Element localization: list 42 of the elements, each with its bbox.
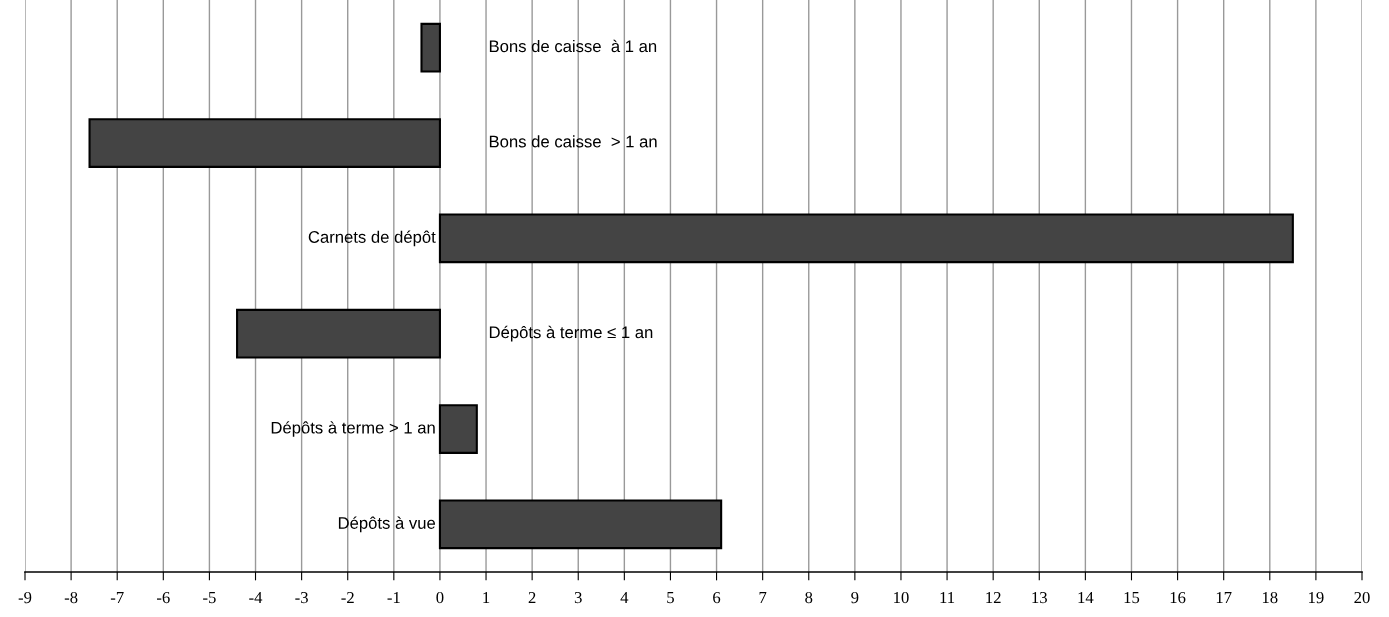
x-tick-label: 10 bbox=[894, 591, 909, 604]
y-tick-label: Bons de caisse > 1 an bbox=[489, 135, 657, 148]
x-tick-label: 0 bbox=[436, 591, 444, 604]
bar bbox=[438, 499, 723, 550]
x-tick-label: -3 bbox=[295, 591, 308, 604]
x-tick-label: 11 bbox=[940, 592, 955, 604]
bar bbox=[438, 404, 478, 454]
x-tick-label: 5 bbox=[667, 592, 674, 604]
y-tick-label: Dépôts à vue bbox=[338, 516, 436, 533]
x-tick-label: 16 bbox=[1170, 591, 1186, 604]
x-tick-label: 3 bbox=[574, 591, 582, 604]
bar bbox=[420, 22, 441, 73]
x-tick-label: 13 bbox=[1032, 591, 1047, 604]
x-tick-label: 18 bbox=[1262, 591, 1278, 604]
bar bbox=[438, 213, 1294, 264]
x-tick-label: 2 bbox=[528, 591, 536, 604]
x-tick-label: 15 bbox=[1124, 592, 1140, 604]
x-tick-label: 14 bbox=[1078, 592, 1094, 604]
x-tick-label: 7 bbox=[759, 592, 767, 604]
x-tick-label: 9 bbox=[851, 591, 859, 604]
x-tick-label: 6 bbox=[713, 591, 721, 604]
x-tick-label: -6 bbox=[156, 591, 170, 604]
x-tick-label: -5 bbox=[203, 592, 216, 604]
x-tick-label: -1 bbox=[387, 592, 400, 604]
y-tick-label: Dépôts à terme > 1 an bbox=[271, 421, 435, 437]
x-tick-label: 4 bbox=[620, 592, 629, 604]
x-tick-label: -4 bbox=[249, 592, 263, 604]
bar bbox=[88, 118, 441, 168]
x-tick-label: 8 bbox=[805, 591, 813, 604]
x-tick-label: -9 bbox=[18, 591, 32, 604]
y-tick-label: Dépôts à terme ≤ 1 an bbox=[489, 325, 653, 342]
x-tick-label: 1 bbox=[483, 592, 490, 604]
y-tick-label: Bons de caisse à 1 an bbox=[489, 39, 657, 53]
x-tick-label: -8 bbox=[64, 591, 78, 604]
x-tick-label: -7 bbox=[110, 592, 124, 604]
x-tick-label: 17 bbox=[1216, 592, 1232, 604]
y-tick-label: Carnets de dépôt bbox=[308, 230, 436, 247]
x-tick-label: -2 bbox=[341, 591, 354, 604]
x-tick-label: 20 bbox=[1354, 591, 1370, 604]
bar bbox=[236, 308, 441, 359]
x-tick-label: 19 bbox=[1309, 591, 1324, 604]
x-tick-label: 12 bbox=[986, 591, 1001, 604]
